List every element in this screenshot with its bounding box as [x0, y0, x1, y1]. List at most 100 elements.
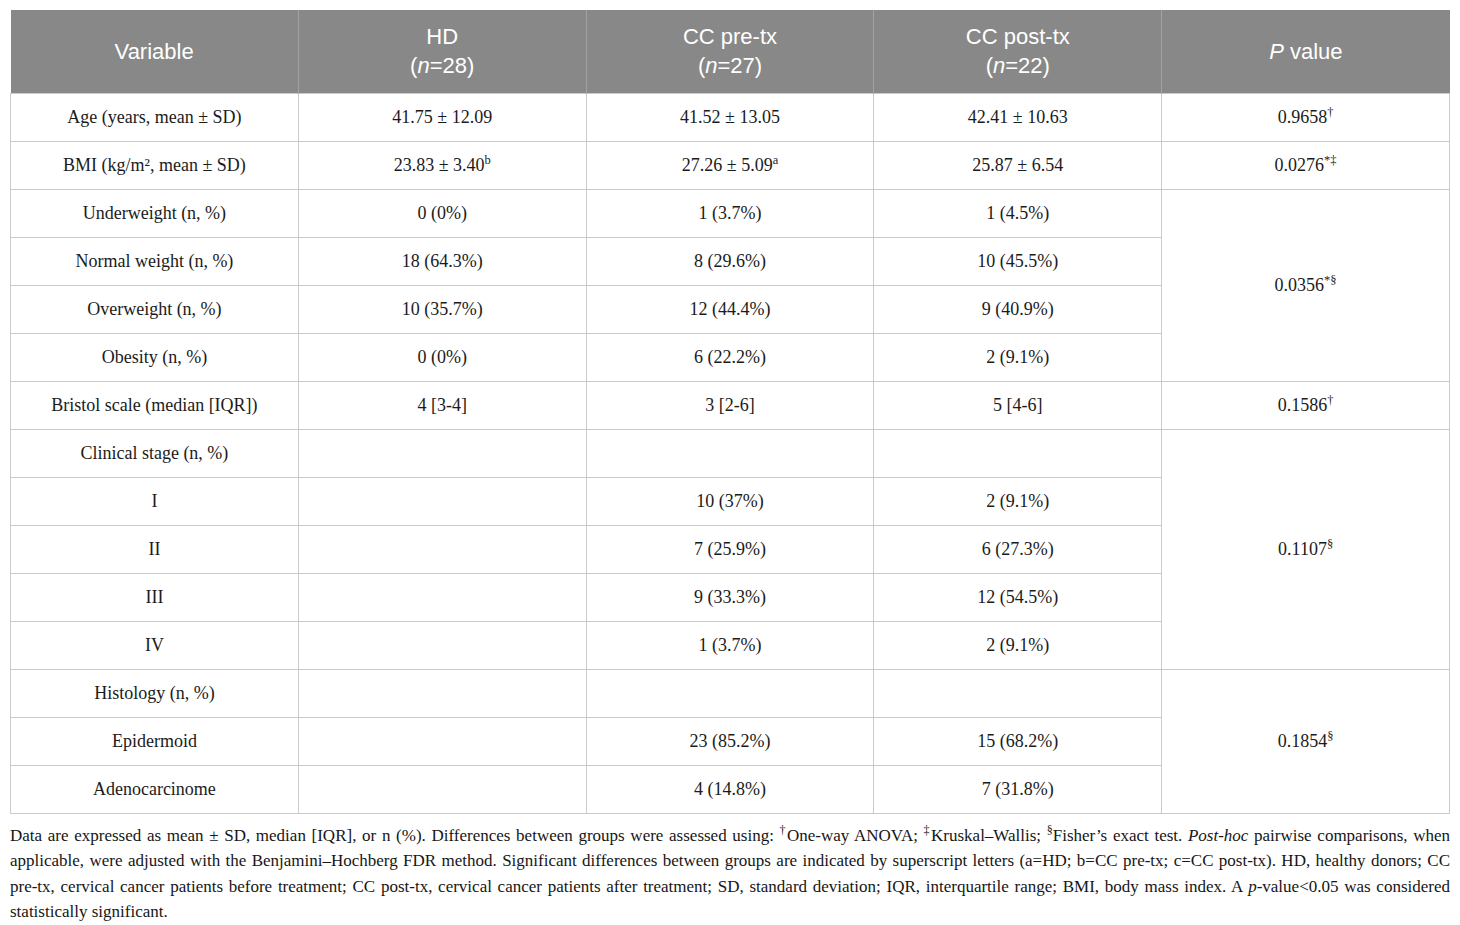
table-header: Variable HD (n=28) CC pre-tx (n=27) CC p…	[11, 10, 1450, 93]
cc-pre-cell: 41.52 ± 13.05	[586, 93, 874, 141]
demographics-table: Variable HD (n=28) CC pre-tx (n=27) CC p…	[10, 10, 1450, 814]
p-value-cell: 0.1586†	[1162, 381, 1450, 429]
cc-post-cell: 7 (31.8%)	[874, 765, 1162, 813]
cc-pre-cell: 1 (3.7%)	[586, 189, 874, 237]
cc-post-cell: 10 (45.5%)	[874, 237, 1162, 285]
hd-cell: 4 [3-4]	[298, 381, 586, 429]
cc-pre-cell: 10 (37%)	[586, 477, 874, 525]
table-row-clinical-stage: Clinical stage (n, %) 0.1107§	[11, 429, 1450, 477]
cc-pre-cell: 1 (3.7%)	[586, 621, 874, 669]
header-label: P value	[1269, 39, 1342, 64]
cc-post-cell: 2 (9.1%)	[874, 333, 1162, 381]
cell-superscript: †	[1327, 105, 1333, 119]
cc-pre-cell: 3 [2-6]	[586, 381, 874, 429]
cc-pre-cell	[586, 429, 874, 477]
row-label-cell: III	[11, 573, 299, 621]
table-row-age: Age (years, mean ± SD) 41.75 ± 12.09 41.…	[11, 93, 1450, 141]
cell-superscript: a	[773, 153, 779, 167]
hd-cell: 18 (64.3%)	[298, 237, 586, 285]
row-label-cell: Adenocarcinome	[11, 765, 299, 813]
row-label-cell: Underweight (n, %)	[11, 189, 299, 237]
cc-post-cell: 2 (9.1%)	[874, 621, 1162, 669]
p-value-cell: 0.0356*§	[1162, 189, 1450, 381]
cc-post-cell: 12 (54.5%)	[874, 573, 1162, 621]
table-row-bristol: Bristol scale (median [IQR]) 4 [3-4] 3 […	[11, 381, 1450, 429]
hd-cell: 41.75 ± 12.09	[298, 93, 586, 141]
cc-pre-cell: 8 (29.6%)	[586, 237, 874, 285]
row-label-cell: BMI (kg/m², mean ± SD)	[11, 141, 299, 189]
hd-cell	[298, 525, 586, 573]
p-value-cell: 0.9658†	[1162, 93, 1450, 141]
cell-superscript: b	[485, 153, 491, 167]
p-value-cell: 0.1854§	[1162, 669, 1450, 813]
cc-post-cell: 25.87 ± 6.54	[874, 141, 1162, 189]
table-row-underweight: Underweight (n, %) 0 (0%) 1 (3.7%) 1 (4.…	[11, 189, 1450, 237]
cc-pre-cell: 27.26 ± 5.09a	[586, 141, 874, 189]
hd-cell	[298, 477, 586, 525]
dagger-marker: †	[780, 823, 787, 837]
row-label-cell: Clinical stage (n, %)	[11, 429, 299, 477]
row-label-cell: Overweight (n, %)	[11, 285, 299, 333]
cc-post-cell: 9 (40.9%)	[874, 285, 1162, 333]
p-italic: p	[1248, 877, 1257, 896]
cc-pre-cell: 9 (33.3%)	[586, 573, 874, 621]
header-title: CC post-tx	[874, 22, 1161, 51]
cc-pre-cell: 7 (25.9%)	[586, 525, 874, 573]
cell-superscript: *§	[1324, 273, 1337, 287]
cc-post-cell: 5 [4-6]	[874, 381, 1162, 429]
cc-pre-cell: 23 (85.2%)	[586, 717, 874, 765]
cc-pre-cell: 4 (14.8%)	[586, 765, 874, 813]
hd-cell	[298, 621, 586, 669]
row-label-cell: I	[11, 477, 299, 525]
hd-cell	[298, 717, 586, 765]
hd-cell: 0 (0%)	[298, 189, 586, 237]
row-label-cell: Age (years, mean ± SD)	[11, 93, 299, 141]
col-header-cc-pre-tx: CC pre-tx (n=27)	[586, 10, 874, 93]
cc-pre-cell	[586, 669, 874, 717]
cc-post-cell	[874, 669, 1162, 717]
cc-pre-cell: 12 (44.4%)	[586, 285, 874, 333]
hd-cell	[298, 669, 586, 717]
row-label-cell: Normal weight (n, %)	[11, 237, 299, 285]
hd-cell: 0 (0%)	[298, 333, 586, 381]
hd-cell	[298, 765, 586, 813]
cc-post-cell: 42.41 ± 10.63	[874, 93, 1162, 141]
cell-superscript: †	[1327, 393, 1333, 407]
header-subtitle: (n=28)	[299, 51, 586, 80]
header-title: CC pre-tx	[587, 22, 874, 51]
row-label-cell: Histology (n, %)	[11, 669, 299, 717]
cell-superscript: §	[1327, 537, 1333, 551]
p-value-cell: 0.1107§	[1162, 429, 1450, 669]
hd-cell: 23.83 ± 3.40b	[298, 141, 586, 189]
double-dagger-marker: ‡	[924, 823, 931, 837]
table-row-bmi: BMI (kg/m², mean ± SD) 23.83 ± 3.40b 27.…	[11, 141, 1450, 189]
row-label-cell: Bristol scale (median [IQR])	[11, 381, 299, 429]
col-header-p-value: P value	[1162, 10, 1450, 93]
hd-cell	[298, 429, 586, 477]
cell-superscript: §	[1327, 729, 1333, 743]
cc-pre-cell: 6 (22.2%)	[586, 333, 874, 381]
header-subtitle: (n=22)	[874, 51, 1161, 80]
row-label-cell: Obesity (n, %)	[11, 333, 299, 381]
header-row: Variable HD (n=28) CC pre-tx (n=27) CC p…	[11, 10, 1450, 93]
row-label-cell: II	[11, 525, 299, 573]
post-hoc-italic: Post-hoc	[1188, 826, 1248, 845]
row-label-cell: Epidermoid	[11, 717, 299, 765]
header-title: HD	[299, 22, 586, 51]
p-value-cell: 0.0276*‡	[1162, 141, 1450, 189]
table-body: Age (years, mean ± SD) 41.75 ± 12.09 41.…	[11, 93, 1450, 813]
hd-cell: 10 (35.7%)	[298, 285, 586, 333]
table-footnote: Data are expressed as mean ± SD, median …	[10, 823, 1450, 925]
header-label: Variable	[115, 39, 194, 64]
col-header-hd: HD (n=28)	[298, 10, 586, 93]
header-subtitle: (n=27)	[587, 51, 874, 80]
row-label-cell: IV	[11, 621, 299, 669]
cc-post-cell: 6 (27.3%)	[874, 525, 1162, 573]
table-row-histology: Histology (n, %) 0.1854§	[11, 669, 1450, 717]
col-header-variable: Variable	[11, 10, 299, 93]
cc-post-cell	[874, 429, 1162, 477]
page: Variable HD (n=28) CC pre-tx (n=27) CC p…	[0, 0, 1460, 925]
hd-cell	[298, 573, 586, 621]
col-header-cc-post-tx: CC post-tx (n=22)	[874, 10, 1162, 93]
cc-post-cell: 15 (68.2%)	[874, 717, 1162, 765]
